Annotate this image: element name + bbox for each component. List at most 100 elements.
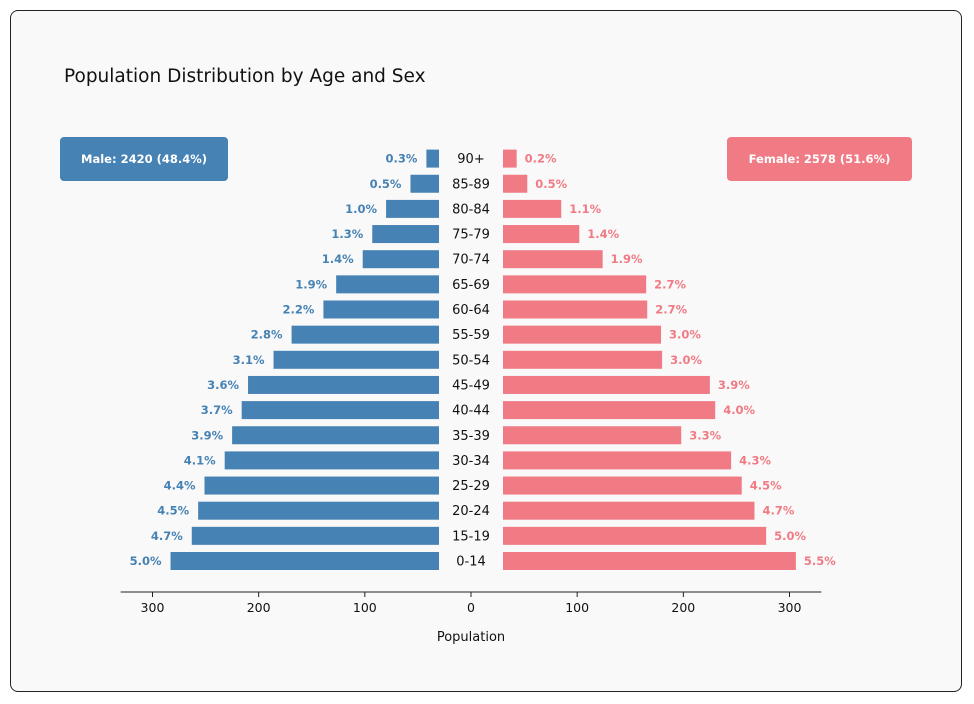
- age-group-label: 55-59: [452, 328, 490, 343]
- female-bar: [503, 325, 662, 344]
- female-bar: [503, 526, 767, 545]
- female-bar-label: 4.3%: [739, 453, 771, 467]
- male-bar-label: 0.3%: [386, 152, 418, 166]
- age-group-label: 30-34: [452, 454, 490, 469]
- male-bar-label: 0.5%: [370, 177, 402, 191]
- age-group-label: 75-79: [452, 228, 490, 243]
- x-tick-label: 0: [467, 600, 475, 615]
- female-bar: [503, 250, 603, 269]
- female-bar: [503, 149, 517, 168]
- female-bar-label: 3.9%: [718, 378, 750, 392]
- male-bar: [336, 275, 439, 294]
- female-bar: [503, 426, 682, 445]
- male-bar: [232, 426, 439, 445]
- male-bar-label: 4.1%: [184, 453, 216, 467]
- female-bar-label: 4.7%: [762, 504, 794, 518]
- male-bar-label: 2.8%: [251, 328, 283, 342]
- female-bar-label: 2.7%: [654, 277, 686, 291]
- male-bar: [241, 401, 439, 420]
- male-bar-label: 3.9%: [191, 428, 223, 442]
- age-group-label: 20-24: [452, 504, 490, 519]
- x-tick-label: 100: [353, 600, 377, 615]
- x-tick-label: 200: [247, 600, 271, 615]
- female-bar-label: 4.5%: [750, 479, 782, 493]
- age-group-label: 25-29: [452, 479, 490, 494]
- male-bar: [224, 451, 439, 470]
- female-bar-label: 2.7%: [655, 303, 687, 317]
- male-bar: [273, 350, 439, 369]
- x-tick-label: 200: [671, 600, 695, 615]
- age-group-label: 15-19: [452, 529, 490, 544]
- male-bars: 5.0% 4.7% 4.5% 4.4% 4.1% 3.9% 3.7% 3.6% 3.1% 2.8%…: [130, 149, 440, 570]
- female-bar-label: 0.5%: [535, 177, 567, 191]
- male-total-badge: Male: 2420 (48.4%): [60, 137, 228, 181]
- female-bar-label: 5.0%: [774, 529, 806, 543]
- female-bar-label: 1.9%: [611, 252, 643, 266]
- female-bar: [503, 275, 647, 294]
- male-bar-label: 2.2%: [283, 303, 315, 317]
- chart-title: Population Distribution by Age and Sex: [64, 66, 426, 87]
- female-bar: [503, 476, 742, 495]
- male-bar: [248, 375, 439, 394]
- male-bar-label: 1.3%: [331, 227, 363, 241]
- male-bar: [410, 174, 439, 193]
- male-bar-label: 4.7%: [151, 529, 183, 543]
- male-bar: [191, 526, 439, 545]
- female-bar: [503, 401, 716, 420]
- male-bar: [362, 250, 439, 269]
- male-bar-label: 3.1%: [233, 353, 265, 367]
- female-bar: [503, 501, 755, 520]
- male-bar-label: 4.4%: [164, 479, 196, 493]
- age-group-label: 0-14: [456, 555, 486, 570]
- female-bar-label: 1.4%: [587, 227, 619, 241]
- male-bar-label: 1.4%: [322, 252, 354, 266]
- female-bar: [503, 300, 648, 319]
- age-group-label: 50-54: [452, 353, 490, 368]
- age-group-label: 45-49: [452, 378, 490, 393]
- x-axis: 300 200 100 0 100 200 300: [120, 591, 822, 615]
- female-bar-label: 5.5%: [804, 554, 836, 568]
- age-group-label: 60-64: [452, 303, 490, 318]
- x-axis-label: Population: [437, 630, 505, 645]
- male-bar: [386, 199, 439, 218]
- female-bar: [503, 350, 663, 369]
- male-bar: [323, 300, 439, 319]
- age-group-label: 40-44: [452, 404, 490, 419]
- female-bar-label: 3.0%: [670, 353, 702, 367]
- x-tick-label: 300: [778, 600, 802, 615]
- x-tick-label: 100: [565, 600, 589, 615]
- age-group-label: 70-74: [452, 253, 490, 268]
- female-bar-label: 3.0%: [669, 328, 701, 342]
- x-tick-label: 300: [141, 600, 165, 615]
- age-group-label: 85-89: [452, 177, 490, 192]
- female-bar-label: 0.2%: [525, 152, 557, 166]
- female-bar: [503, 199, 562, 218]
- male-bar: [291, 325, 439, 344]
- age-group-label: 90+: [457, 152, 484, 167]
- female-bar: [503, 225, 580, 244]
- male-bar: [198, 501, 439, 520]
- male-bar-label: 3.6%: [207, 378, 239, 392]
- age-group-label: 80-84: [452, 202, 490, 217]
- age-group-label: 35-39: [452, 429, 490, 444]
- female-bar: [503, 174, 528, 193]
- female-bar: [503, 552, 796, 570]
- male-bar: [204, 476, 439, 495]
- female-total-badge: Female: 2578 (51.6%): [727, 137, 912, 181]
- male-bar-label: 5.0%: [130, 554, 162, 568]
- female-bar: [503, 451, 732, 470]
- male-bar: [170, 552, 440, 570]
- female-bar-label: 4.0%: [723, 403, 755, 417]
- male-bar-label: 1.0%: [345, 202, 377, 216]
- chart-card: [10, 10, 962, 692]
- female-bar-label: 1.1%: [569, 202, 601, 216]
- male-bar-label: 1.9%: [295, 277, 327, 291]
- male-bar-label: 4.5%: [157, 504, 189, 518]
- male-bar: [426, 149, 439, 168]
- female-bars: 5.5% 5.0% 4.7% 4.5% 4.3% 3.3%4.0% 3.9% 3.0% 3.0%…: [503, 149, 836, 570]
- female-bar-label: 3.3%: [689, 428, 721, 442]
- male-bar: [372, 225, 439, 244]
- age-group-label: 65-69: [452, 278, 490, 293]
- male-bar-label: 3.7%: [201, 403, 233, 417]
